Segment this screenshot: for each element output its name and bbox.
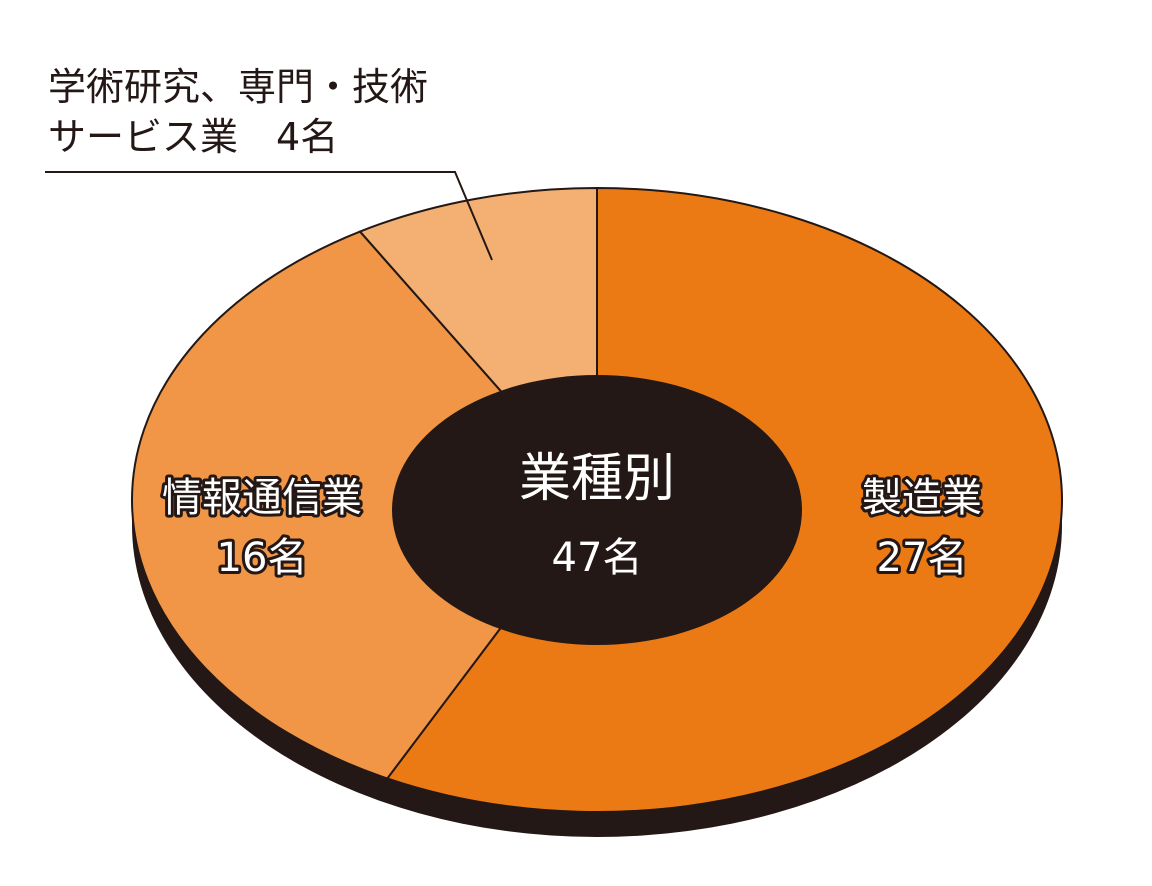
value-label: 4名 <box>276 115 339 159</box>
slice-label: 製造業 <box>862 475 982 521</box>
donut-hole <box>392 375 802 645</box>
slice-label: 情報通信業 <box>162 475 362 521</box>
slice <box>131 230 599 780</box>
center-total: 47名 <box>552 535 643 581</box>
value-label: 27名 <box>877 535 968 581</box>
slice-label: 学術研究、専門・技術サービス業 <box>48 65 429 159</box>
callout: 学術研究、専門・技術サービス業 4名 <box>48 62 440 162</box>
leader-line <box>45 171 493 261</box>
center-title: 業種別 <box>519 449 675 509</box>
value-label: 16名 <box>217 535 308 581</box>
